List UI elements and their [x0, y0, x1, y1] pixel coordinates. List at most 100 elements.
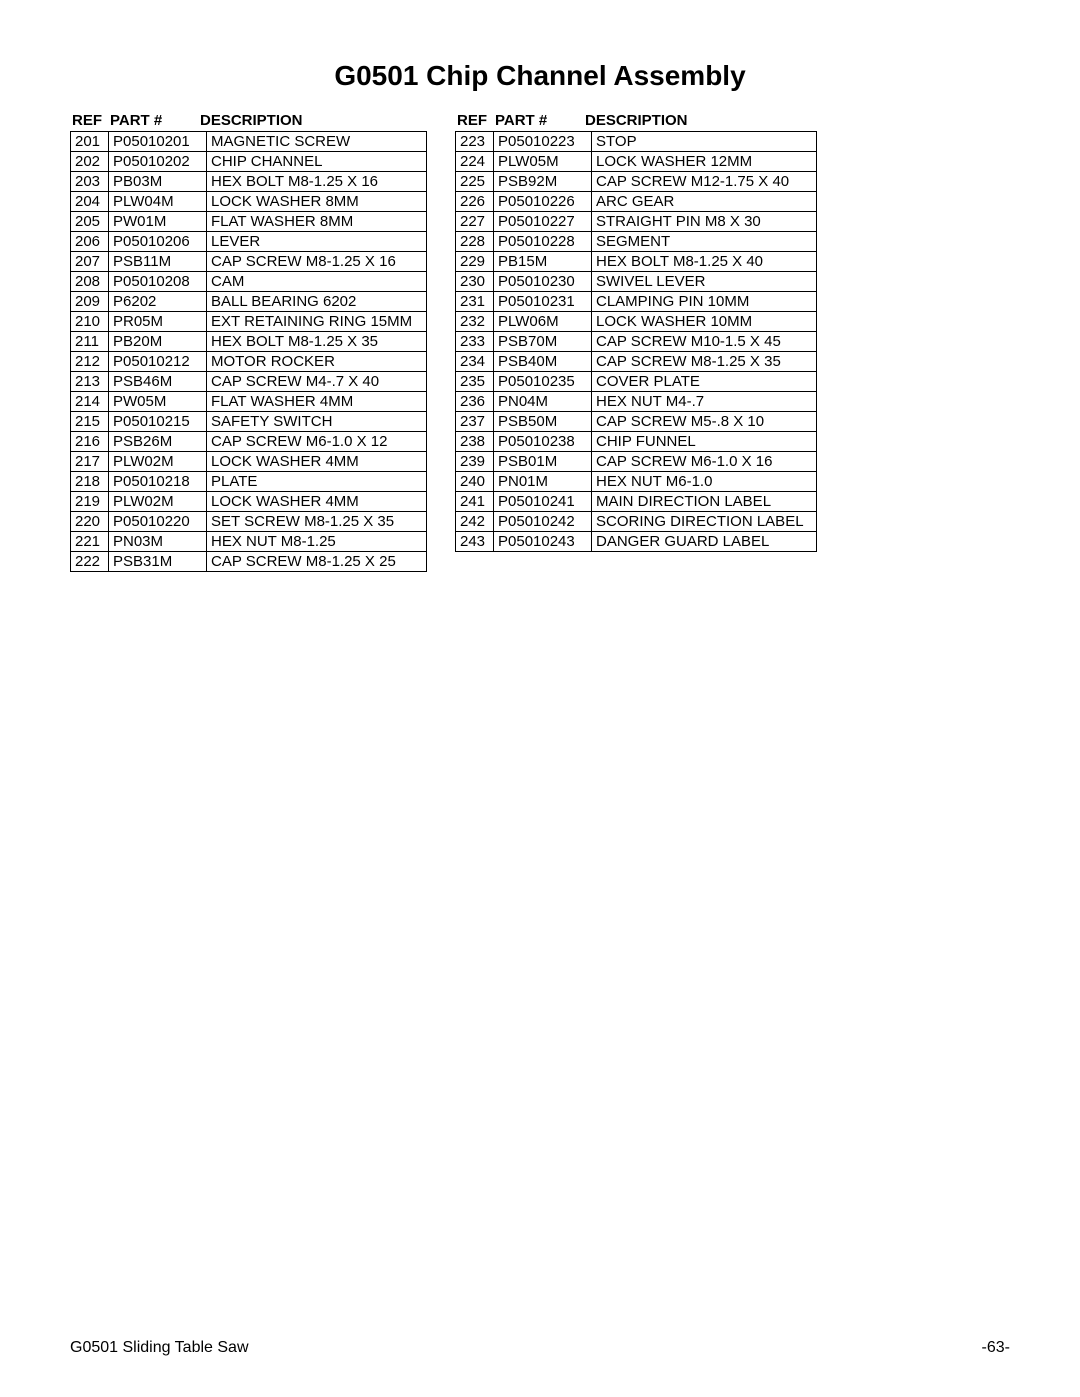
cell-description: CAP SCREW M4-.7 X 40 [207, 372, 427, 392]
cell-part: PN04M [494, 392, 592, 412]
table-row: 212P05010212MOTOR ROCKER [71, 352, 427, 372]
table-row: 203PB03MHEX BOLT M8-1.25 X 16 [71, 172, 427, 192]
cell-description: HEX NUT M6-1.0 [592, 472, 817, 492]
cell-description: MAIN DIRECTION LABEL [592, 492, 817, 512]
cell-ref: 223 [456, 132, 494, 152]
cell-part: PLW05M [494, 152, 592, 172]
table-row: 232PLW06MLOCK WASHER 10MM [456, 312, 817, 332]
table-row: 223P05010223STOP [456, 132, 817, 152]
cell-description: FLAT WASHER 4MM [207, 392, 427, 412]
cell-ref: 219 [71, 492, 109, 512]
cell-ref: 229 [456, 252, 494, 272]
footer-left: G0501 Sliding Table Saw [70, 1339, 249, 1357]
table-row: 227P05010227STRAIGHT PIN M8 X 30 [456, 212, 817, 232]
cell-part: PSB50M [494, 412, 592, 432]
cell-part: P05010227 [494, 212, 592, 232]
cell-ref: 232 [456, 312, 494, 332]
header-part: PART # [495, 112, 585, 129]
cell-description: DANGER GUARD LABEL [592, 532, 817, 552]
cell-ref: 243 [456, 532, 494, 552]
cell-ref: 202 [71, 152, 109, 172]
table-row: 216PSB26MCAP SCREW M6-1.0 X 12 [71, 432, 427, 452]
cell-part: P05010202 [109, 152, 207, 172]
cell-description: CAP SCREW M8-1.25 X 25 [207, 552, 427, 572]
cell-ref: 240 [456, 472, 494, 492]
cell-part: P05010215 [109, 412, 207, 432]
cell-part: PLW04M [109, 192, 207, 212]
table-row: 231P05010231CLAMPING PIN 10MM [456, 292, 817, 312]
cell-ref: 208 [71, 272, 109, 292]
cell-ref: 230 [456, 272, 494, 292]
table-row: 238P05010238CHIP FUNNEL [456, 432, 817, 452]
table-row: 208P05010208CAM [71, 272, 427, 292]
table-row: 225PSB92MCAP SCREW M12-1.75 X 40 [456, 172, 817, 192]
table-row: 205PW01MFLAT WASHER 8MM [71, 212, 427, 232]
cell-part: PW05M [109, 392, 207, 412]
cell-description: STRAIGHT PIN M8 X 30 [592, 212, 817, 232]
cell-description: SCORING DIRECTION LABEL [592, 512, 817, 532]
cell-description: CAP SCREW M6-1.0 X 16 [592, 452, 817, 472]
header-description: DESCRIPTION [200, 112, 427, 129]
cell-part: P05010243 [494, 532, 592, 552]
table-row: 239PSB01MCAP SCREW M6-1.0 X 16 [456, 452, 817, 472]
cell-ref: 242 [456, 512, 494, 532]
cell-ref: 209 [71, 292, 109, 312]
cell-part: P05010235 [494, 372, 592, 392]
cell-ref: 236 [456, 392, 494, 412]
cell-part: P05010220 [109, 512, 207, 532]
cell-part: PLW02M [109, 452, 207, 472]
cell-ref: 221 [71, 532, 109, 552]
table-row: 217PLW02MLOCK WASHER 4MM [71, 452, 427, 472]
cell-ref: 217 [71, 452, 109, 472]
cell-description: HEX NUT M8-1.25 [207, 532, 427, 552]
cell-part: P05010238 [494, 432, 592, 452]
cell-ref: 228 [456, 232, 494, 252]
cell-description: CAP SCREW M8-1.25 X 35 [592, 352, 817, 372]
left-table-block: REF PART # DESCRIPTION 201P05010201MAGNE… [70, 112, 427, 572]
cell-part: P05010242 [494, 512, 592, 532]
cell-ref: 227 [456, 212, 494, 232]
cell-part: PN03M [109, 532, 207, 552]
table-row: 222PSB31MCAP SCREW M8-1.25 X 25 [71, 552, 427, 572]
table-row: 201P05010201MAGNETIC SCREW [71, 132, 427, 152]
table-row: 213PSB46MCAP SCREW M4-.7 X 40 [71, 372, 427, 392]
table-row: 229PB15MHEX BOLT M8-1.25 X 40 [456, 252, 817, 272]
cell-part: P05010206 [109, 232, 207, 252]
cell-part: P05010230 [494, 272, 592, 292]
cell-ref: 220 [71, 512, 109, 532]
cell-description: FLAT WASHER 8MM [207, 212, 427, 232]
cell-description: LOCK WASHER 4MM [207, 452, 427, 472]
cell-description: EXT RETAINING RING 15MM [207, 312, 427, 332]
cell-description: PLATE [207, 472, 427, 492]
table-row: 214PW05MFLAT WASHER 4MM [71, 392, 427, 412]
table-row: 220P05010220SET SCREW M8-1.25 X 35 [71, 512, 427, 532]
cell-ref: 213 [71, 372, 109, 392]
cell-ref: 210 [71, 312, 109, 332]
cell-description: MAGNETIC SCREW [207, 132, 427, 152]
cell-description: SET SCREW M8-1.25 X 35 [207, 512, 427, 532]
cell-ref: 207 [71, 252, 109, 272]
table-row: 209P6202BALL BEARING 6202 [71, 292, 427, 312]
left-table-headers: REF PART # DESCRIPTION [70, 112, 427, 131]
cell-part: PB03M [109, 172, 207, 192]
table-row: 242P05010242SCORING DIRECTION LABEL [456, 512, 817, 532]
cell-description: CHIP FUNNEL [592, 432, 817, 452]
cell-description: MOTOR ROCKER [207, 352, 427, 372]
cell-part: P05010208 [109, 272, 207, 292]
cell-part: PSB11M [109, 252, 207, 272]
table-row: 221PN03MHEX NUT M8-1.25 [71, 532, 427, 552]
cell-ref: 234 [456, 352, 494, 372]
header-description: DESCRIPTION [585, 112, 817, 129]
cell-part: PLW02M [109, 492, 207, 512]
cell-description: LOCK WASHER 8MM [207, 192, 427, 212]
cell-description: CLAMPING PIN 10MM [592, 292, 817, 312]
cell-ref: 222 [71, 552, 109, 572]
cell-description: HEX BOLT M8-1.25 X 40 [592, 252, 817, 272]
cell-ref: 212 [71, 352, 109, 372]
cell-ref: 225 [456, 172, 494, 192]
cell-description: SEGMENT [592, 232, 817, 252]
table-row: 207PSB11MCAP SCREW M8-1.25 X 16 [71, 252, 427, 272]
cell-part: P05010223 [494, 132, 592, 152]
cell-part: PLW06M [494, 312, 592, 332]
cell-description: LEVER [207, 232, 427, 252]
